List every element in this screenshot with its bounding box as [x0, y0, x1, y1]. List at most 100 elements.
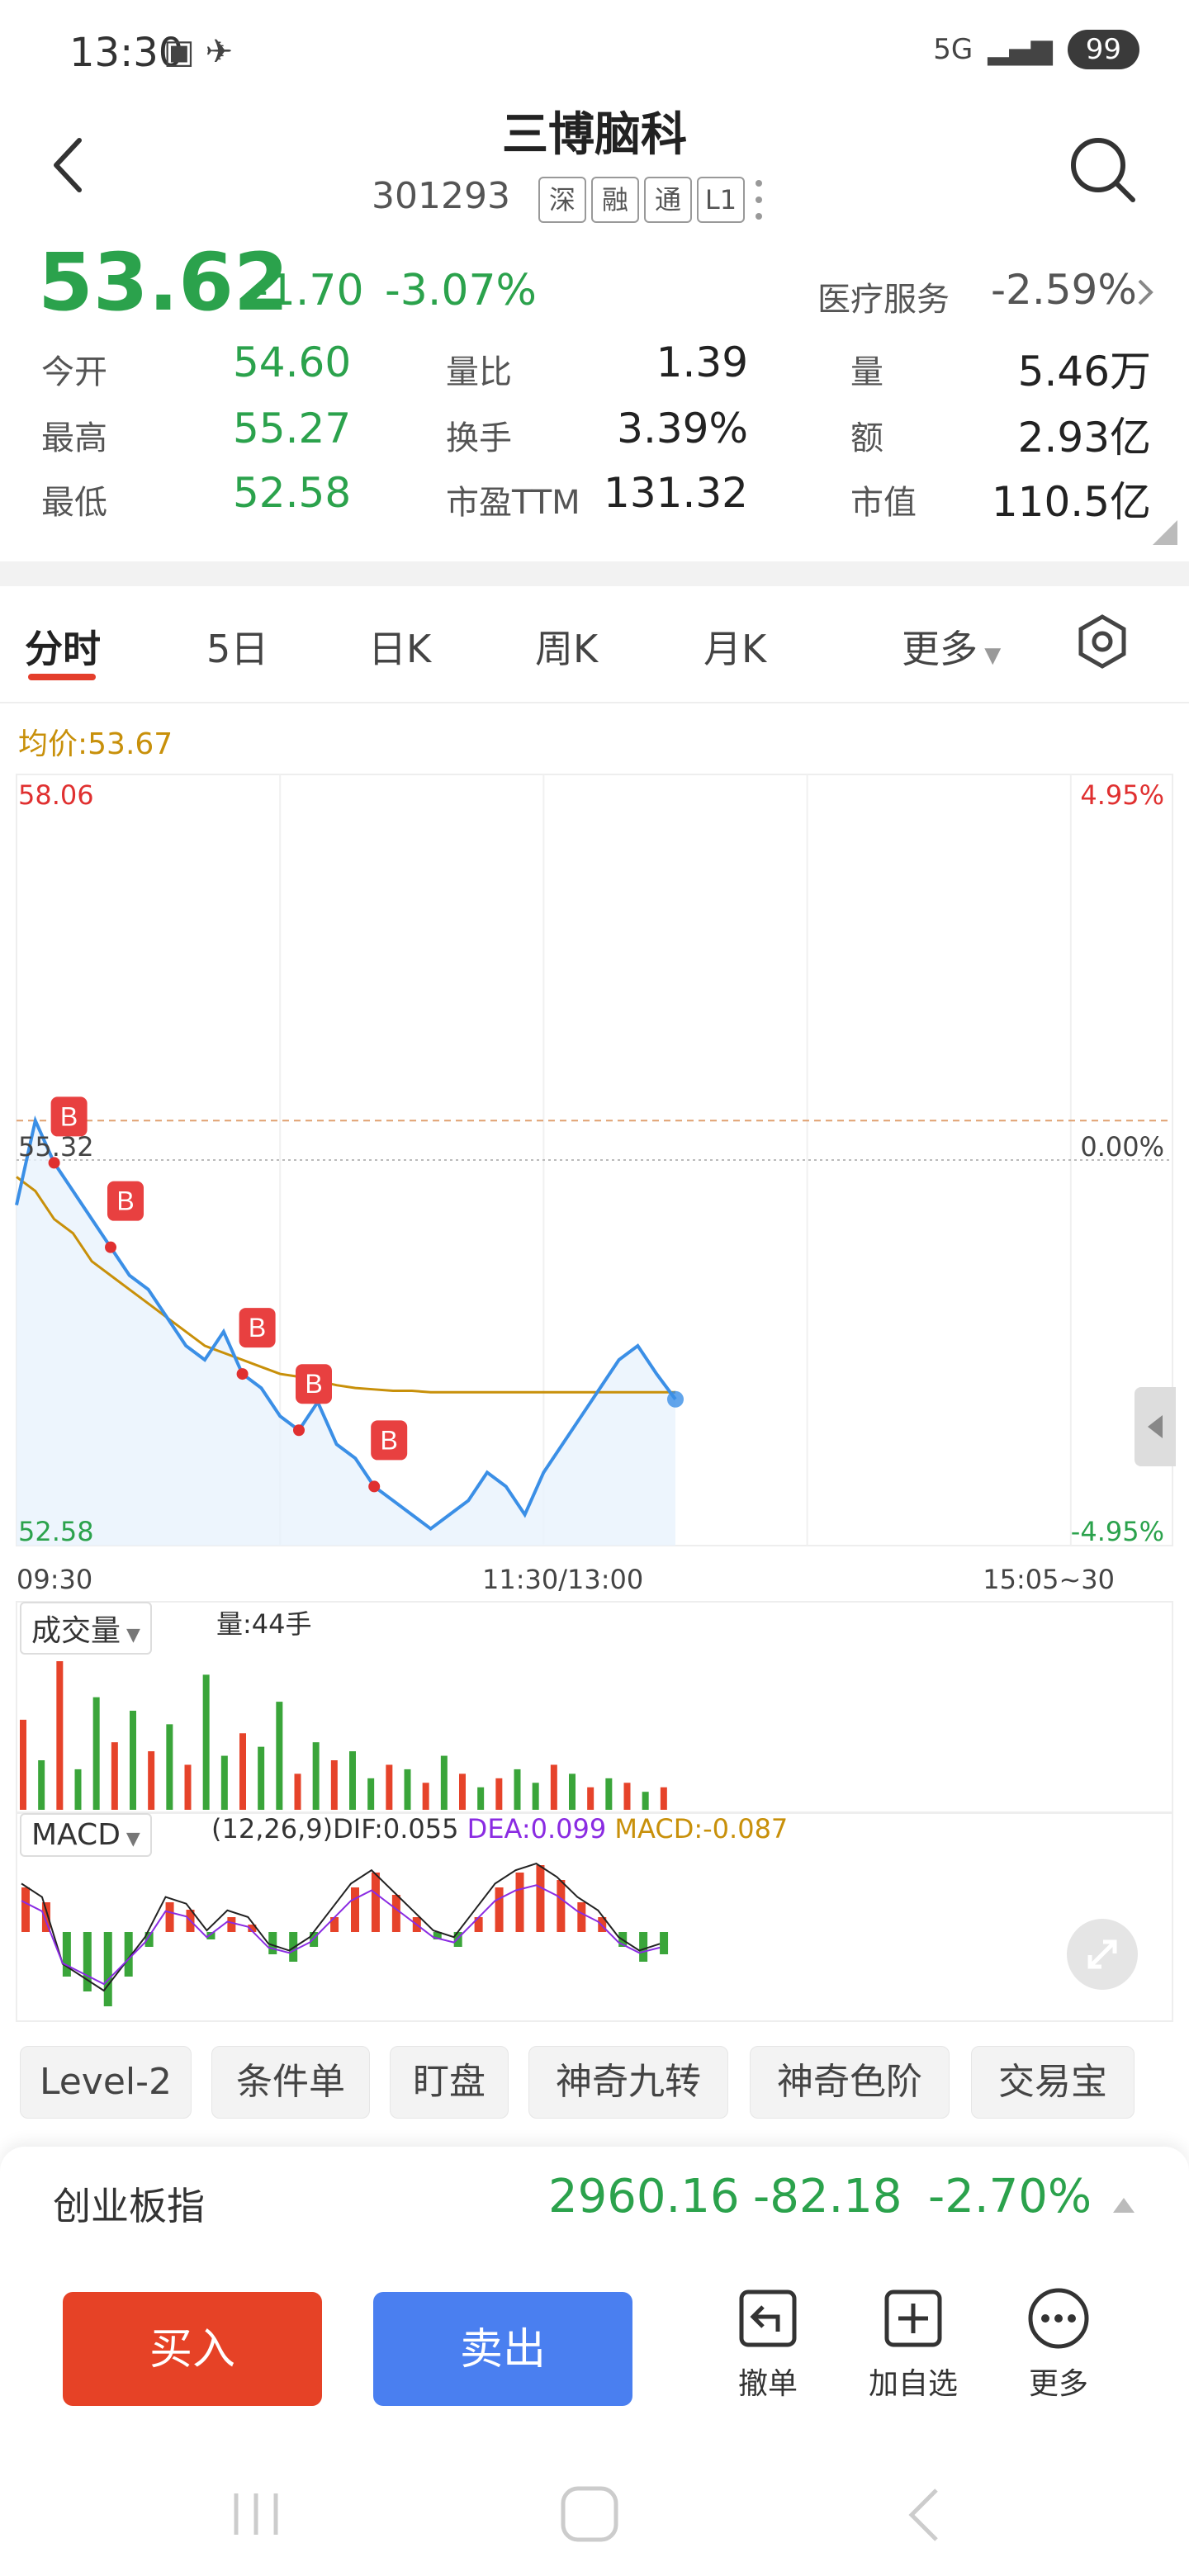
volume-bar	[550, 1764, 557, 1810]
volume-bar	[532, 1783, 539, 1810]
volume-bar	[56, 1661, 64, 1810]
volume-bar	[495, 1778, 503, 1810]
settings-hexagon-icon[interactable]	[1073, 613, 1131, 670]
buy-marker-dot	[236, 1368, 249, 1380]
buy-marker-text: B	[60, 1101, 78, 1131]
dropdown-icon: ▼	[121, 1625, 140, 1646]
tab-weekly-k[interactable]: 周K	[535, 627, 599, 671]
macd-bar	[124, 1932, 133, 1977]
volume-bar	[130, 1711, 136, 1810]
buy-marker-dot	[368, 1480, 381, 1493]
expand-chart-button[interactable]	[1067, 1919, 1138, 1990]
feature-watch[interactable]: 盯盘	[390, 2046, 509, 2119]
volume-bar	[294, 1773, 301, 1810]
add-watchlist-label: 加自选	[868, 2367, 958, 2401]
stat-value: 5.46万	[1017, 348, 1151, 395]
battery-icon: 99	[1067, 30, 1139, 69]
tab-more[interactable]: 更多 ▼	[902, 619, 1001, 674]
stock-title: 三博脑科	[502, 108, 687, 162]
nav-back-icon[interactable]	[908, 2488, 938, 2541]
volume-bar	[459, 1773, 466, 1810]
index-value[interactable]: 2960.16	[548, 2170, 740, 2223]
volume-bar	[660, 1787, 667, 1810]
recent-apps-icon[interactable]	[234, 2493, 278, 2535]
volume-bar	[220, 1755, 228, 1810]
more-icon	[1028, 2288, 1089, 2349]
time-end: 15:05~30	[983, 1564, 1115, 1595]
tag-shen[interactable]: 深	[538, 177, 586, 223]
volume-bar	[569, 1773, 576, 1810]
volume-bar	[74, 1769, 82, 1810]
y-axis-bottom: 52.58	[18, 1516, 94, 1547]
chevron-right-icon[interactable]	[1133, 276, 1158, 309]
feature-nine-turn[interactable]: 神奇九转	[528, 2046, 728, 2119]
buy-button[interactable]: 买入	[63, 2292, 322, 2406]
tab-daily-k[interactable]: 日K	[368, 627, 432, 671]
buy-marker-text: B	[249, 1313, 266, 1342]
macd-indicator-select[interactable]: MACD ▼	[20, 1813, 152, 1857]
sector-pct[interactable]: -2.59%	[991, 266, 1137, 314]
tag-rong[interactable]: 融	[591, 177, 639, 223]
volume-bar	[587, 1787, 594, 1810]
buy-markers: B B B B B	[48, 1096, 408, 1493]
more-button[interactable]: 更多	[1001, 2285, 1116, 2403]
tab-more-label: 更多	[902, 627, 978, 671]
kebab-icon[interactable]	[755, 177, 763, 223]
macd-dif: DIF:0.055	[333, 1813, 459, 1844]
macd-bar	[103, 1932, 112, 2006]
macd-bar	[248, 1925, 257, 1932]
stat-value: 131.32	[604, 469, 748, 517]
cancel-order-button[interactable]: 撤单	[710, 2285, 826, 2403]
index-change[interactable]: -82.18	[753, 2170, 902, 2223]
price-line	[15, 1115, 677, 1532]
volume-bar	[92, 1697, 100, 1810]
volume-bar	[330, 1760, 338, 1810]
feature-color-scale[interactable]: 神奇色阶	[750, 2046, 950, 2119]
search-icon[interactable]	[1065, 132, 1139, 206]
price-change: -1.70	[253, 266, 364, 315]
stat-value: 54.60	[233, 339, 352, 386]
macd-bar	[433, 1932, 442, 1939]
y-axis-top: 58.06	[18, 779, 94, 811]
tag-l1[interactable]: L1	[697, 177, 745, 223]
tab-intraday[interactable]: 分时	[25, 627, 101, 671]
macd-bar	[577, 1902, 586, 1932]
feature-level2[interactable]: Level-2	[20, 2046, 192, 2119]
macd-bar	[536, 1865, 545, 1932]
sell-button[interactable]: 卖出	[373, 2292, 632, 2406]
tab-active-indicator	[28, 674, 96, 680]
volume-indicator-select[interactable]: 成交量 ▼	[20, 1602, 152, 1655]
index-name[interactable]: 创业板指	[53, 2184, 205, 2228]
intraday-chart[interactable]: B B B B B	[0, 760, 1189, 2031]
macd-values: (12,26,9)DIF:0.055 DEA:0.099 MACD:-0.087	[211, 1813, 788, 1844]
tab-5day[interactable]: 5日	[206, 627, 269, 671]
side-panel-handle[interactable]	[1135, 1387, 1176, 1466]
status-bar: 13:30 ▣ ✈ 5G ▂▄▆ 99	[0, 0, 1189, 99]
add-watchlist-button[interactable]: 加自选	[855, 2285, 971, 2403]
tab-divider	[0, 702, 1189, 703]
tab-monthly-k[interactable]: 月K	[703, 627, 767, 671]
back-arrow-icon[interactable]	[43, 132, 96, 198]
stat-value: 52.58	[233, 469, 352, 517]
tag-tong[interactable]: 通	[644, 177, 692, 223]
network-label: 5G	[933, 33, 973, 66]
feature-trade-treasure[interactable]: 交易宝	[971, 2046, 1135, 2119]
volume-bar	[20, 1719, 26, 1810]
play-left-icon	[1148, 1415, 1163, 1438]
sector-name[interactable]: 医疗服务	[817, 281, 950, 319]
volume-bar	[440, 1755, 448, 1810]
home-icon[interactable]	[561, 2486, 618, 2542]
status-time: 13:30	[69, 30, 184, 76]
caret-up-icon[interactable]	[1111, 2195, 1136, 2216]
cancel-order-label: 撤单	[737, 2367, 798, 2401]
corner-triangle-icon[interactable]	[1153, 520, 1177, 545]
volume-bar	[166, 1724, 173, 1810]
feature-condition-order[interactable]: 条件单	[211, 2046, 370, 2119]
macd-bars	[16, 1812, 1173, 2022]
index-pct[interactable]: -2.70%	[928, 2170, 1092, 2223]
volume-bar	[386, 1764, 393, 1810]
status-right: 5G ▂▄▆ 99	[933, 30, 1139, 69]
macd-bar	[21, 1887, 30, 1932]
buy-marker-text: B	[116, 1186, 134, 1216]
macd-bar	[41, 1902, 50, 1932]
